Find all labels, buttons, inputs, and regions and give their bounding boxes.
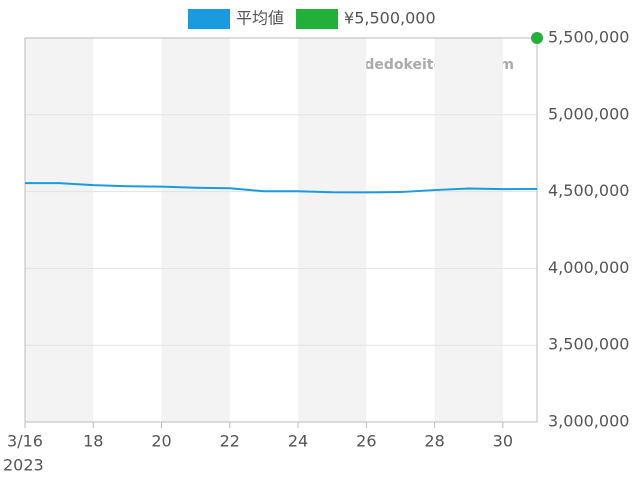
x-tick-label: 22	[220, 432, 240, 451]
series-point	[531, 32, 543, 44]
y-tick-label: 3,000,000	[548, 412, 629, 431]
x-tick-label: 20	[151, 432, 171, 451]
band	[298, 38, 367, 422]
x-tick-label: 3/16	[7, 432, 43, 451]
series-line	[25, 182, 538, 194]
background-bands	[25, 38, 503, 422]
band	[434, 38, 503, 422]
x-tick-label: 24	[288, 432, 308, 451]
legend-swatch	[296, 9, 339, 29]
y-tick-label: 5,000,000	[548, 104, 629, 123]
band	[161, 38, 230, 422]
x-tick-label: 30	[493, 432, 513, 451]
y-tick-label: 4,500,000	[548, 181, 629, 200]
plot-frame	[24, 37, 538, 423]
x-tick-label: 18	[83, 432, 103, 451]
x-tick-label: 28	[424, 432, 444, 451]
y-tick-label: 5,500,000	[548, 28, 629, 47]
x-year-label: 2023	[3, 456, 44, 475]
legend-label: 平均値	[236, 9, 284, 28]
x-tick-label: 26	[356, 432, 376, 451]
legend-swatch	[188, 9, 230, 29]
legend-label: ¥5,500,000	[344, 9, 436, 28]
y-tick-label: 3,500,000	[548, 335, 629, 354]
y-tick-label: 4,000,000	[548, 258, 629, 277]
band	[25, 38, 94, 422]
